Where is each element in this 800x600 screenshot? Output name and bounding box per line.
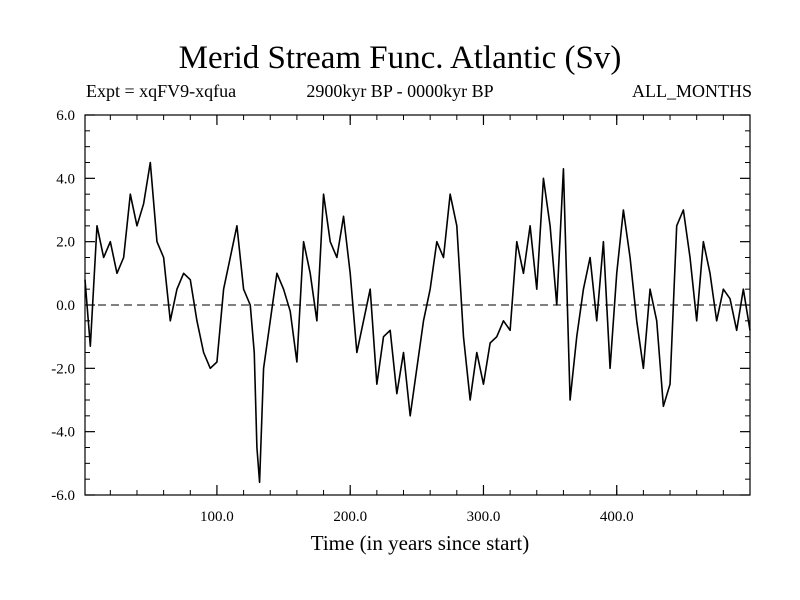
- x-tick-label: 300.0: [467, 509, 501, 525]
- y-tick-label: 2.0: [56, 235, 75, 251]
- y-tick-labels: -6.0 -4.0 -2.0 0.0 2.0 4.0 6.0: [51, 108, 75, 504]
- y-tick-label: -2.0: [51, 361, 75, 377]
- x-axis-title: Time (in years since start): [311, 531, 530, 555]
- plot-frame: [84, 114, 751, 496]
- x-tick-label: 100.0: [200, 509, 234, 525]
- series-line: [84, 161, 751, 484]
- y-tick-label: -4.0: [51, 425, 75, 441]
- chart-title: Merid Stream Func. Atlantic (Sv): [178, 40, 622, 76]
- x-tick-label: 400.0: [600, 509, 634, 525]
- y-tick-label: 6.0: [56, 108, 75, 124]
- y-tick-label: 4.0: [56, 171, 75, 187]
- x-tick-label: 200.0: [333, 509, 367, 525]
- y-tick-label: 0.0: [56, 298, 75, 314]
- y-tick-label: -6.0: [51, 488, 75, 504]
- x-tick-labels: 100.0 200.0 300.0 400.0: [200, 509, 634, 525]
- period-label: 2900kyr BP - 0000kyr BP: [306, 81, 494, 101]
- series-group: [84, 161, 751, 484]
- experiment-label: Expt = xqFV9-xqfua: [86, 81, 237, 101]
- months-label: ALL_MONTHS: [632, 81, 752, 101]
